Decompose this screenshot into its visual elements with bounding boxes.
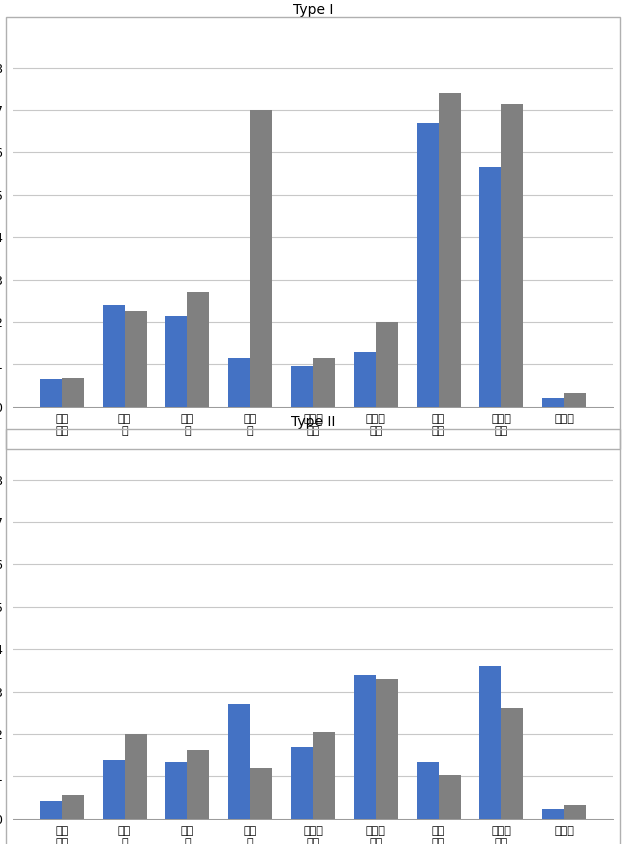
Bar bbox=[439, 775, 461, 819]
Bar bbox=[165, 316, 187, 407]
Bar bbox=[291, 366, 313, 407]
Title: Type II: Type II bbox=[291, 415, 335, 429]
Bar bbox=[40, 801, 62, 819]
Bar bbox=[480, 167, 501, 407]
Bar bbox=[62, 378, 84, 407]
Bar bbox=[376, 322, 398, 407]
Bar bbox=[187, 750, 209, 819]
Title: Type I: Type I bbox=[293, 3, 333, 17]
Bar bbox=[62, 795, 84, 819]
Bar bbox=[501, 708, 523, 819]
Bar bbox=[564, 804, 586, 819]
Bar bbox=[354, 674, 376, 819]
Bar bbox=[417, 122, 439, 407]
Bar bbox=[313, 732, 335, 819]
Bar bbox=[542, 809, 564, 819]
Bar bbox=[103, 305, 125, 407]
Bar bbox=[313, 358, 335, 407]
Bar bbox=[125, 734, 146, 819]
Bar bbox=[103, 760, 125, 819]
Legend: 2000, 2010: 2000, 2010 bbox=[240, 522, 386, 544]
Bar bbox=[187, 292, 209, 407]
Bar bbox=[542, 398, 564, 407]
Bar bbox=[250, 768, 272, 819]
Bar bbox=[480, 666, 501, 819]
Bar bbox=[376, 679, 398, 819]
Bar bbox=[228, 358, 250, 407]
Bar bbox=[417, 762, 439, 819]
Bar bbox=[564, 393, 586, 407]
Bar bbox=[250, 110, 272, 407]
Bar bbox=[291, 747, 313, 819]
Bar bbox=[40, 379, 62, 407]
Bar bbox=[228, 704, 250, 819]
Bar bbox=[439, 93, 461, 407]
Bar bbox=[125, 311, 146, 407]
Bar bbox=[165, 762, 187, 819]
Bar bbox=[354, 352, 376, 407]
Bar bbox=[501, 104, 523, 407]
